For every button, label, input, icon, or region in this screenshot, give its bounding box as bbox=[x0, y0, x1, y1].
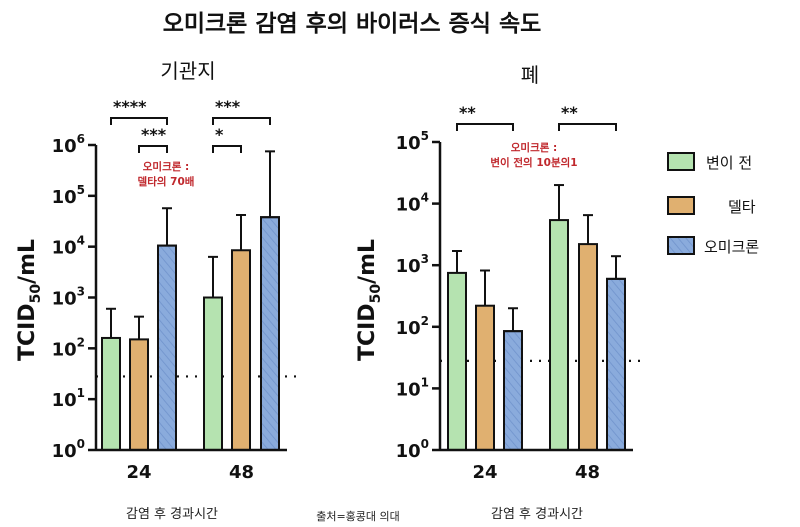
bracket-line bbox=[456, 123, 514, 131]
bar-hatch bbox=[157, 244, 177, 451]
panel-title: 폐 bbox=[521, 63, 539, 87]
legend-swatch bbox=[667, 196, 695, 215]
significance-label: ** bbox=[459, 103, 476, 122]
significance-label: ** bbox=[561, 103, 578, 122]
y-tick-label: 100 bbox=[396, 437, 429, 462]
bar-24-series-1 bbox=[101, 336, 121, 452]
significance-label: **** bbox=[113, 97, 147, 116]
y-tick-label: 103 bbox=[396, 252, 429, 277]
significance-bracket: *** bbox=[138, 125, 168, 153]
legend-swatch bbox=[667, 152, 695, 171]
bar-24-series-2 bbox=[475, 304, 495, 451]
significance-bracket: *** bbox=[212, 97, 271, 125]
chart-panel-2: 폐 TCID50/mL 100 101 102 103 104 105 24 48 감염 후 경과시… bbox=[355, 63, 640, 522]
legend-item: 델타 bbox=[667, 196, 756, 216]
y-tick-label: 101 bbox=[52, 386, 85, 411]
y-tick-label: 105 bbox=[396, 129, 429, 154]
y-tick-label: 105 bbox=[52, 183, 85, 208]
y-tick-label: 104 bbox=[52, 234, 85, 259]
legend-label: 변이 전 bbox=[706, 154, 752, 172]
y-tick-label: 103 bbox=[52, 285, 85, 310]
x-axis-label: 감염 후 경과시간 bbox=[126, 507, 218, 522]
bar-24-series-1 bbox=[447, 271, 467, 452]
y-axis-label: TCID50/mL bbox=[15, 239, 44, 361]
legend-item: 변이 전 bbox=[667, 152, 752, 172]
y-tick-label: 102 bbox=[52, 335, 85, 360]
significance-label: *** bbox=[141, 125, 167, 144]
significance-label: * bbox=[215, 125, 224, 144]
annotation-line-1: 오미크론 : bbox=[511, 141, 558, 154]
y-tick-label: 104 bbox=[396, 191, 429, 216]
chart-panel-1: 기관지 TCID50/mL 100 101 102 103 104 105 106 24 48 감염 … bbox=[15, 59, 296, 522]
bar-24-series-2 bbox=[129, 338, 149, 451]
legend-item: 오미크론 bbox=[667, 236, 759, 256]
legend-swatch-hatch bbox=[667, 236, 695, 255]
significance-label: *** bbox=[215, 97, 241, 116]
source-note: 출처=홍콩대 의대 bbox=[316, 509, 400, 523]
x-tick-label: 48 bbox=[229, 462, 254, 483]
panel-title: 기관지 bbox=[160, 59, 215, 83]
significance-bracket: **** bbox=[110, 97, 168, 125]
y-tick-label: 101 bbox=[396, 375, 429, 400]
bar-48-series-2 bbox=[578, 243, 598, 451]
annotation-line-2: 변이 전의 10분의1 bbox=[490, 156, 577, 169]
bracket-line bbox=[212, 145, 242, 153]
x-tick-label: 24 bbox=[126, 462, 151, 483]
x-tick-label: 24 bbox=[472, 462, 497, 483]
figure-title: 오미크론 감염 후의 바이러스 증식 속도 bbox=[163, 11, 542, 37]
x-tick-label: 48 bbox=[575, 462, 600, 483]
annotation-line-1: 오미크론 : bbox=[143, 160, 190, 173]
y-tick-label: 102 bbox=[396, 314, 429, 339]
bracket-line bbox=[212, 117, 271, 125]
x-axis-label: 감염 후 경과시간 bbox=[491, 507, 583, 522]
bracket-line bbox=[110, 117, 168, 125]
bar-48-series-2 bbox=[231, 249, 251, 451]
y-axis-label: TCID50/mL bbox=[355, 239, 384, 361]
y-tick-label: 100 bbox=[52, 437, 85, 462]
annotation-line-2: 델타의 70배 bbox=[138, 175, 195, 188]
bar-48-series-1 bbox=[203, 296, 223, 451]
significance-bracket: * bbox=[212, 125, 242, 153]
bracket-line bbox=[138, 145, 168, 153]
significance-bracket: ** bbox=[456, 103, 514, 131]
bar-hatch bbox=[260, 216, 280, 451]
legend-label: 델타 bbox=[728, 198, 756, 216]
legend-label: 오미크론 bbox=[704, 238, 759, 256]
bar-hatch bbox=[503, 330, 523, 451]
significance-bracket: ** bbox=[558, 103, 617, 131]
chart-panels: 기관지 TCID50/mL 100 101 102 103 104 105 106 24 48 감염 … bbox=[15, 59, 640, 522]
y-tick-label: 106 bbox=[52, 132, 85, 157]
bar-48-series-1 bbox=[549, 219, 569, 451]
bracket-line bbox=[558, 123, 617, 131]
bar-hatch bbox=[606, 277, 626, 451]
